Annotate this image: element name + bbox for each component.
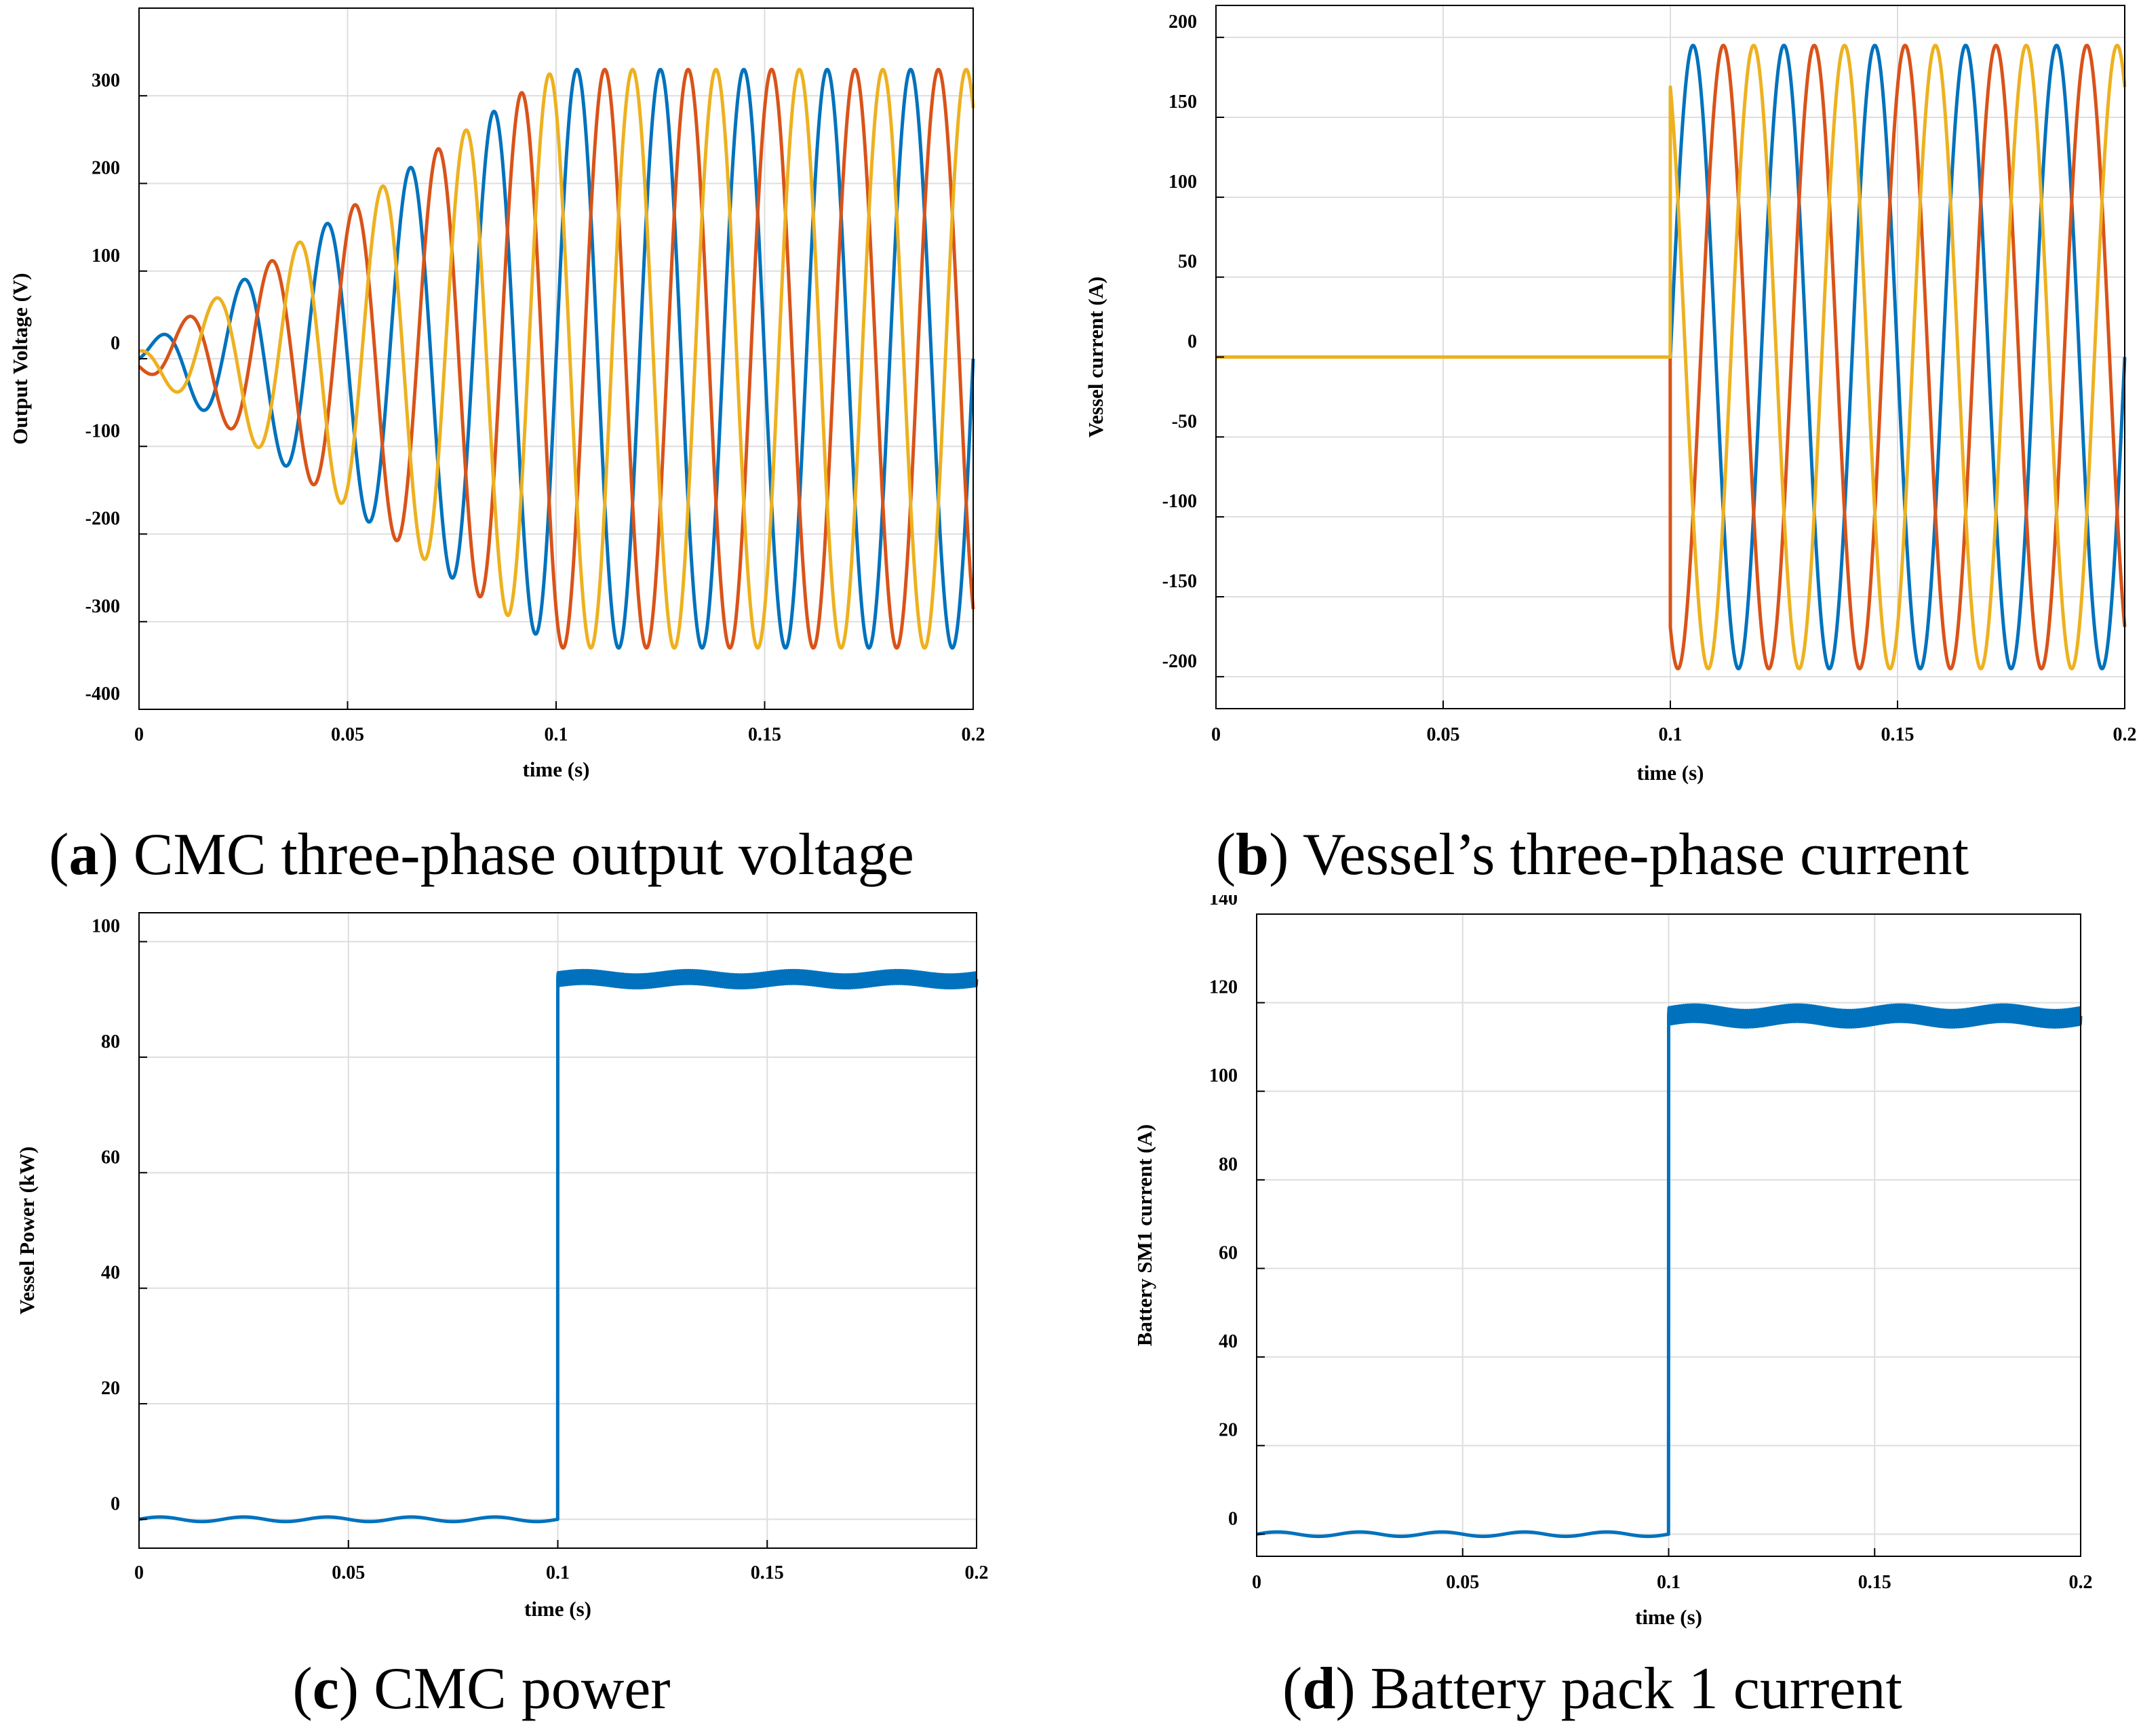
chart-b: 0 0.05 0.1 0.15 0.2 -200 -150 -100 -50 0 50 100 150 2… <box>1084 5 2137 785</box>
y-tick-label: 0 <box>1228 1508 1238 1529</box>
panel-a: 0 0.05 0.1 0.15 0.2 -400 -300 -200 -100 0 100 200 30… <box>0 0 1070 895</box>
panel-b: 0 0.05 0.1 0.15 0.2 -200 -150 -100 -50 0 50 100 150 2… <box>1070 0 2141 895</box>
y-tick-label: -100 <box>1162 491 1197 512</box>
y-tick-label: -200 <box>1162 651 1197 672</box>
y-tick-label: 0 <box>1187 332 1197 353</box>
y-tick-label: -100 <box>85 420 120 441</box>
x-tick-label: 0.05 <box>1446 1572 1479 1593</box>
caption-d-letter: d <box>1302 1656 1336 1722</box>
caption-a-letter: a <box>68 822 99 888</box>
y-tick-label: 200 <box>1168 12 1197 33</box>
caption-d: (d) Battery pack 1 current <box>1282 1656 1902 1722</box>
x-tick-label: 0.15 <box>1881 724 1914 745</box>
y-tick-label: 20 <box>1219 1420 1238 1441</box>
x-tick-label: 0.2 <box>965 1562 989 1583</box>
caption-d-text: Battery pack 1 current <box>1355 1656 1902 1722</box>
x-tick-label: 0.15 <box>748 724 781 745</box>
y-tick-label: 80 <box>101 1031 120 1052</box>
y-tick-label: 60 <box>101 1147 120 1168</box>
panel-d: 0 0.05 0.1 0.15 0.2 0 20 40 60 80 100 120 140 time (s… <box>1070 895 2141 1736</box>
chart-c: 0 0.05 0.1 0.15 0.2 0 20 40 60 80 100 time (s) Vesse… <box>15 912 989 1621</box>
y-tick-label: 140 <box>1209 895 1238 909</box>
y-tick-label: 0 <box>111 333 120 354</box>
y-tick-label: -50 <box>1172 411 1197 432</box>
x-axis-label: time (s) <box>1637 761 1704 785</box>
y-tick-label: 300 <box>92 70 120 91</box>
caption-b: (b) Vessel’s three-phase current <box>1215 822 1969 888</box>
y-tick-label: 100 <box>92 916 120 937</box>
y-tick-label: 60 <box>1219 1242 1238 1263</box>
x-tick-label: 0.1 <box>546 1562 570 1583</box>
x-tick-label: 0.15 <box>751 1562 784 1583</box>
y-tick-label: 40 <box>1219 1331 1238 1352</box>
y-tick-label: 100 <box>1209 1065 1238 1086</box>
chart-d: 0 0.05 0.1 0.15 0.2 0 20 40 60 80 100 120 140 time (s… <box>1133 895 2093 1629</box>
y-tick-label: 150 <box>1168 92 1197 113</box>
y-tick-label: -200 <box>85 509 120 530</box>
x-tick-label: 0.15 <box>1858 1572 1891 1593</box>
x-tick-label: 0.1 <box>1657 1572 1681 1593</box>
y-tick-label: 120 <box>1209 977 1238 998</box>
x-axis-label: time (s) <box>523 757 590 781</box>
x-tick-label: 0 <box>134 1562 144 1583</box>
x-tick-label: 0 <box>1252 1572 1261 1593</box>
y-tick-label: 40 <box>101 1263 120 1284</box>
series-power-line <box>137 968 979 1524</box>
series-phase-c-line <box>1214 43 2127 671</box>
y-axis-label: Output Voltage (V) <box>8 273 32 444</box>
x-tick-label: 0.2 <box>962 724 985 745</box>
y-axis-label: Vessel current (A) <box>1084 277 1107 438</box>
series-phase-a-line <box>137 67 975 650</box>
series-phase-c-line <box>137 67 975 650</box>
x-tick-label: 0.1 <box>1659 724 1683 745</box>
y-tick-label: 200 <box>92 158 120 179</box>
chart-a: 0 0.05 0.1 0.15 0.2 -400 -300 -200 -100 0 100 200 30… <box>8 0 985 781</box>
y-tick-label: 80 <box>1219 1154 1238 1175</box>
caption-b-text: Vessel’s three-phase current <box>1289 822 1969 888</box>
x-tick-label: 0 <box>1211 724 1221 745</box>
caption-b-letter: b <box>1236 822 1270 888</box>
y-tick-label: 400 <box>92 0 120 3</box>
x-tick-label: 0.2 <box>2113 724 2137 745</box>
y-axis-label: Vessel Power (kW) <box>15 1147 39 1315</box>
y-tick-label: 100 <box>92 245 120 267</box>
y-axis-label: Battery SM1 current (A) <box>1133 1124 1156 1346</box>
x-tick-label: 0.05 <box>1427 724 1460 745</box>
y-tick-label: 50 <box>1178 252 1197 273</box>
x-axis-label: time (s) <box>1635 1605 1702 1629</box>
caption-a-text: CMC three-phase output voltage <box>118 822 914 888</box>
caption-c-text: CMC power <box>359 1656 671 1722</box>
x-axis-label: time (s) <box>524 1597 591 1621</box>
y-tick-label: -400 <box>85 684 120 705</box>
x-tick-label: 0.05 <box>332 1562 365 1583</box>
y-tick-label: -300 <box>85 596 120 617</box>
y-tick-label: 0 <box>111 1493 120 1514</box>
y-tick-label: 20 <box>101 1378 120 1399</box>
caption-a: (a) CMC three-phase output voltage <box>49 822 914 888</box>
x-tick-label: 0.1 <box>545 724 568 745</box>
x-tick-label: 0 <box>134 724 144 745</box>
series-phase-b-line <box>137 67 975 650</box>
x-tick-label: 0.05 <box>331 724 364 745</box>
y-tick-label: 100 <box>1168 172 1197 193</box>
x-tick-label: 0.2 <box>2069 1572 2093 1593</box>
caption-c: (c) CMC power <box>292 1656 671 1722</box>
caption-c-letter: c <box>312 1656 339 1722</box>
y-tick-label: -150 <box>1162 571 1197 592</box>
series-battery-current-line <box>1255 1003 2083 1539</box>
panel-c: 0 0.05 0.1 0.15 0.2 0 20 40 60 80 100 time (s) Vesse… <box>0 895 1070 1736</box>
